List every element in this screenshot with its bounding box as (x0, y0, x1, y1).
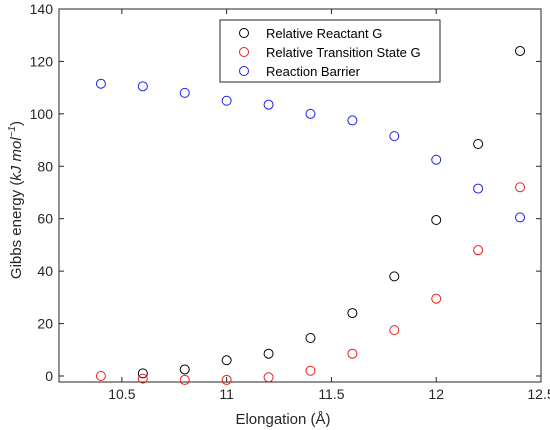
series-3 (95, 78, 526, 223)
y-tick-label: 140 (30, 1, 54, 17)
series-2 (95, 182, 526, 385)
y-tick-label: 120 (30, 53, 54, 69)
data-point (305, 365, 316, 376)
y-tick-label: 100 (30, 106, 54, 122)
data-point (137, 368, 148, 379)
y-axis-label-unit: kJ mol (8, 137, 25, 181)
data-point (347, 348, 358, 359)
data-point (221, 355, 232, 366)
data-point (95, 78, 106, 89)
x-tick-label: 12 (428, 386, 444, 402)
y-tick-label: 80 (37, 158, 53, 174)
y-axis-label-prefix: Gibbs energy ( (8, 181, 25, 279)
x-axis-label: Elongation (Å) (235, 411, 330, 428)
data-marks (95, 45, 526, 385)
data-point (263, 372, 274, 383)
y-tick-label: 60 (37, 211, 53, 227)
axes: 10.5 11 11.5 12 12.5 0 20 40 60 80 100 120 140 (30, 1, 550, 402)
series-1 (137, 45, 526, 379)
y-axis-label-suffix: ) (8, 121, 25, 126)
data-point (137, 373, 148, 384)
y-tick-label: 0 (45, 368, 53, 384)
legend-marker (239, 66, 249, 76)
data-point (179, 374, 190, 385)
data-point (95, 371, 106, 381)
data-point (515, 45, 526, 56)
data-point (305, 108, 316, 119)
data-point (473, 245, 484, 256)
data-point (431, 154, 442, 165)
data-point (179, 364, 190, 375)
legend-label: Relative Transition State G (266, 45, 421, 60)
data-point (305, 332, 316, 343)
data-point (263, 348, 274, 359)
legend-marker (239, 47, 249, 57)
x-tick-label: 11.5 (318, 386, 344, 402)
data-point (473, 183, 484, 194)
x-tick-label: 11 (219, 386, 234, 402)
data-point (179, 87, 190, 98)
y-tick-label: 20 (37, 316, 53, 332)
data-point (515, 212, 526, 223)
y-axis-label: Gibbs energy (kJ mol−1) (7, 121, 25, 279)
data-point (515, 182, 526, 193)
data-point (389, 271, 400, 282)
data-point (347, 115, 358, 126)
data-point (389, 325, 400, 336)
data-point (347, 308, 358, 319)
data-point (389, 131, 400, 142)
y-tick-label: 40 (37, 263, 53, 279)
data-point (137, 81, 148, 92)
data-point (431, 215, 442, 226)
data-point (221, 374, 232, 385)
plot-frame (58, 8, 542, 383)
legend-marker (239, 28, 249, 38)
legend-label: Reaction Barrier (266, 64, 361, 79)
x-tick-label: 10.5 (108, 386, 135, 402)
data-point (473, 139, 484, 150)
data-point (221, 95, 232, 106)
legend-label: Relative Reactant G (266, 26, 382, 41)
legend: Relative Reactant G Relative Transition S… (219, 19, 441, 83)
x-tick-label: 12.5 (527, 386, 550, 402)
y-axis-label-exponent: −1 (7, 126, 18, 137)
legend-box (219, 19, 441, 83)
data-point (431, 293, 442, 304)
data-point (263, 99, 274, 110)
